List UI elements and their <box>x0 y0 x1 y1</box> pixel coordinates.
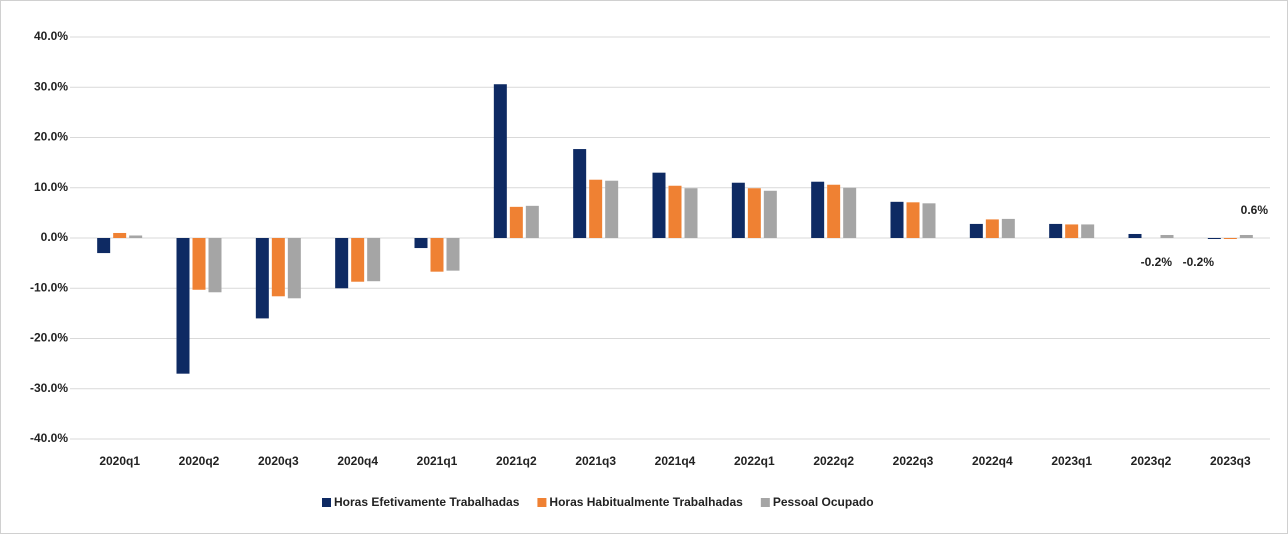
bar <box>985 219 999 238</box>
bar <box>1239 234 1253 238</box>
bar <box>763 190 777 238</box>
y-tick-label: 10.0% <box>34 180 68 194</box>
x-tick-label: 2023q3 <box>1210 454 1251 468</box>
y-tick-label: 20.0% <box>34 130 68 144</box>
x-tick-label: 2022q2 <box>813 454 854 468</box>
bar <box>335 238 349 289</box>
bar <box>351 238 365 282</box>
legend-swatch <box>760 498 770 507</box>
x-tick-label: 2020q3 <box>258 454 299 468</box>
bar <box>1160 234 1174 238</box>
bar <box>906 202 920 238</box>
y-tick-label: 0.0% <box>41 230 69 244</box>
bar <box>129 235 143 238</box>
bar <box>890 201 904 238</box>
bar <box>367 238 381 282</box>
bar <box>493 84 507 238</box>
legend-label: Pessoal Ocupado <box>773 495 874 509</box>
bar <box>208 238 222 293</box>
bar <box>1207 238 1221 240</box>
bar <box>731 182 745 238</box>
x-tick-label: 2020q2 <box>179 454 220 468</box>
data-label: -0.2% <box>1141 255 1173 269</box>
bar <box>113 232 127 238</box>
x-tick-label: 2021q1 <box>417 454 458 468</box>
bar <box>827 184 841 238</box>
legend-swatch <box>537 498 547 507</box>
bar <box>1001 218 1015 238</box>
bar <box>969 223 983 238</box>
bar <box>1049 223 1063 238</box>
bar <box>97 238 111 254</box>
bar <box>652 172 666 238</box>
legend-swatch <box>322 498 331 507</box>
bar <box>1223 238 1237 240</box>
bar <box>446 238 460 271</box>
y-tick-label: 30.0% <box>34 79 68 93</box>
bar <box>192 238 206 290</box>
x-tick-label: 2021q3 <box>575 454 616 468</box>
data-label: -0.2% <box>1183 255 1215 269</box>
x-tick-label: 2021q2 <box>496 454 537 468</box>
x-tick-label: 2021q4 <box>655 454 696 468</box>
bar <box>605 180 619 238</box>
bar <box>525 205 539 238</box>
bar <box>414 238 428 249</box>
bar <box>684 188 698 238</box>
bar <box>811 181 825 238</box>
x-tick-label: 2022q3 <box>893 454 934 468</box>
x-tick-label: 2022q1 <box>734 454 775 468</box>
bar <box>573 149 587 238</box>
y-tick-label: -30.0% <box>30 381 68 395</box>
x-tick-label: 2023q2 <box>1131 454 1172 468</box>
data-label: 0.6% <box>1241 203 1269 217</box>
x-tick-label: 2023q1 <box>1051 454 1092 468</box>
bar <box>271 238 285 297</box>
x-tick-label: 2022q4 <box>972 454 1013 468</box>
legend-label: Horas Habitualmente Trabalhadas <box>549 495 743 509</box>
bar <box>747 188 761 238</box>
y-tick-label: -10.0% <box>30 280 68 294</box>
bar <box>509 206 523 238</box>
bar <box>1128 233 1142 238</box>
bar <box>1065 224 1079 238</box>
bar <box>922 203 936 238</box>
bar <box>843 187 857 238</box>
x-tick-label: 2020q4 <box>337 454 378 468</box>
bar <box>589 179 603 238</box>
bar <box>1081 224 1095 238</box>
x-tick-label: 2020q1 <box>99 454 140 468</box>
legend-label: Horas Efetivamente Trabalhadas <box>334 495 520 509</box>
y-tick-label: 40.0% <box>34 29 68 43</box>
bar <box>668 185 682 238</box>
bar <box>430 238 444 272</box>
bar <box>176 238 190 374</box>
y-tick-label: -20.0% <box>30 331 68 345</box>
y-tick-label: -40.0% <box>30 431 68 445</box>
bar <box>255 238 269 319</box>
bar <box>287 238 301 299</box>
